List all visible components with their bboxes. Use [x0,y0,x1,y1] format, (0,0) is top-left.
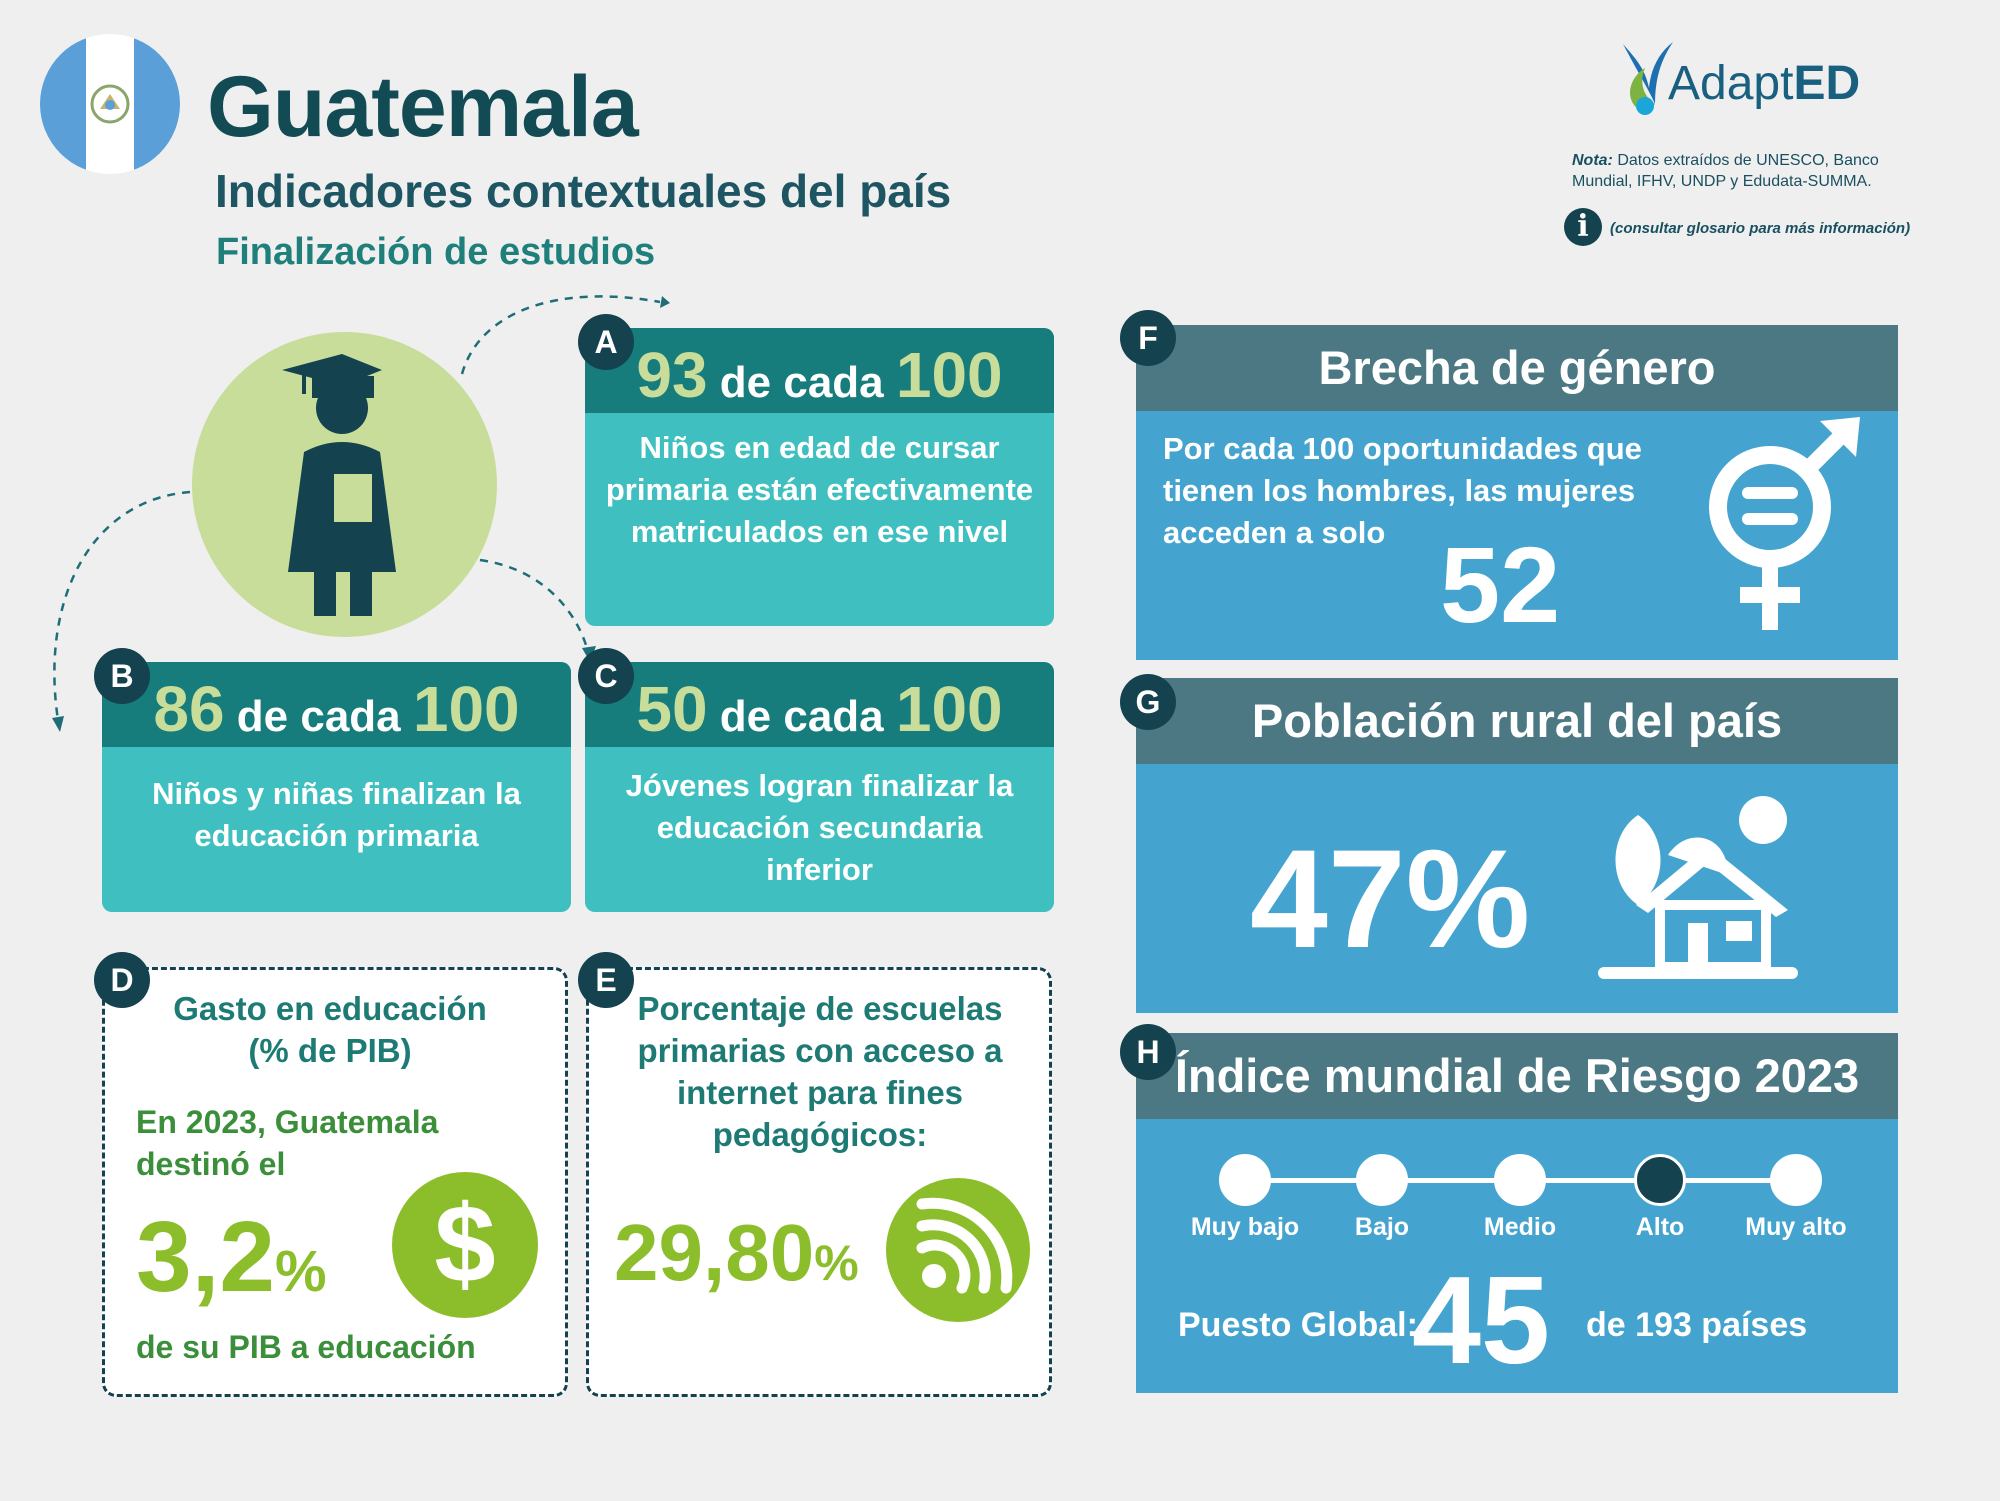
card-d-title: Gasto en educación (% de PIB) [173,990,487,1069]
card-b-header: 86 de cada 100 [102,662,571,747]
badge-e: E [578,952,634,1008]
badge-g: G [1120,674,1176,730]
card-e-value: 29,80% [614,1208,859,1297]
badge-d: D [94,952,150,1008]
graduate-icon [282,354,396,616]
card-c: 50 de cada 100 Jóvenes logran finalizar … [585,662,1054,912]
card-d-intro: En 2023, Guatemala destinó el [136,1104,439,1182]
info-icon[interactable]: i [1564,208,1602,246]
panel-h: Índice mundial de Riesgo 2023 [1136,1033,1898,1393]
adapted-logo-icon [1623,42,1673,115]
card-a-mid: de cada [707,358,896,407]
rank-value: 45 [1412,1252,1550,1390]
card-b-text: Niños y niñas finalizan la educación pri… [152,776,521,853]
panel-f-title: Brecha de género [1136,325,1898,411]
card-c-text: Jóvenes logran finalizar la educación se… [625,768,1014,887]
risk-level-dot-1 [1356,1154,1408,1206]
rank-total: de 193 países [1586,1306,1808,1344]
rural-house-icon [1598,796,1798,979]
card-a: 93 de cada 100 Niños en edad de cursar p… [585,328,1054,626]
card-d-outro: de su PIB a educación [136,1329,476,1365]
card-a-header: 93 de cada 100 [585,328,1054,413]
panel-h-title: Índice mundial de Riesgo 2023 [1136,1033,1898,1119]
panel-g-value: 47% [1250,820,1531,977]
card-c-header: 50 de cada 100 [585,662,1054,747]
glossary-hint: (consultar glosario para más información… [1610,220,1911,237]
page-subtitle: Indicadores contextuales del país [215,165,952,217]
source-note: Nota: Datos extraídos de UNESCO, Banco M… [1572,152,1879,190]
card-d-value: 3,2% [136,1201,327,1313]
panel-f-value: 52 [1440,524,1561,645]
panel-f-text: Por cada 100 oportunidades que tienen lo… [1163,431,1642,550]
dollar-icon: $ [392,1172,538,1318]
card-c-total: 100 [895,673,1003,745]
badge-c: C [578,648,634,704]
risk-level-dot-0 [1219,1154,1271,1206]
risk-level-dot-4 [1770,1154,1822,1206]
risk-level-label-4: Muy alto [1745,1213,1847,1241]
risk-level-label-3: Alto [1635,1213,1685,1241]
card-e-title: Porcentaje de escuelas primarias con acc… [637,990,1003,1153]
wifi-icon [886,1178,1030,1322]
risk-level-label-2: Medio [1483,1213,1557,1241]
card-b-total: 100 [412,673,520,745]
badge-f: F [1120,310,1176,366]
badge-a: A [578,314,634,370]
rank-label: Puesto Global: [1178,1306,1418,1344]
badge-h: H [1120,1024,1176,1080]
card-a-text: Niños en edad de cursar primaria están e… [605,430,1034,549]
risk-level-label-0: Muy bajo [1190,1213,1300,1241]
card-b-mid: de cada [224,692,413,741]
section-title: Finalización de estudios [216,231,656,273]
card-b: 86 de cada 100 Niños y niñas finalizan l… [102,662,571,912]
adapted-logo-text: AdaptED [1668,57,1861,110]
gender-equality-icon [1709,417,1860,630]
risk-level-label-1: Bajo [1354,1213,1410,1241]
page-title: Guatemala [207,59,639,155]
risk-level-dot-2 [1494,1154,1546,1206]
card-a-value: 93 [636,339,708,411]
badge-b: B [94,648,150,704]
card-c-value: 50 [636,673,708,745]
card-b-value: 86 [153,673,225,745]
guatemala-flag-icon [40,34,180,174]
card-a-total: 100 [895,339,1003,411]
card-c-mid: de cada [707,692,896,741]
risk-level-dot-3 [1634,1154,1686,1206]
svg-text:$: $ [434,1183,495,1306]
panel-g-title: Población rural del país [1136,678,1898,764]
